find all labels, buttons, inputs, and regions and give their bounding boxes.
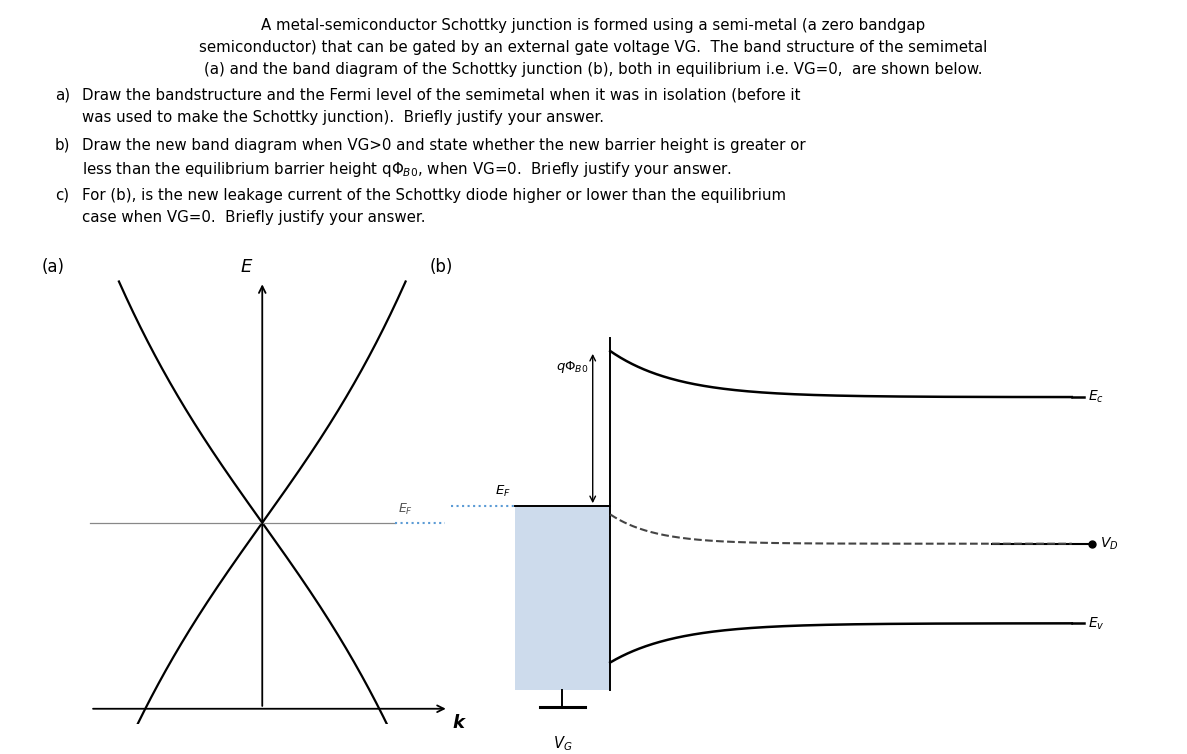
Text: case when VG=0.  Briefly justify your answer.: case when VG=0. Briefly justify your ans… (82, 210, 425, 225)
Text: a): a) (55, 88, 70, 103)
Text: $V_D$: $V_D$ (1099, 535, 1118, 552)
Bar (515, 506, 610, 691)
Text: (b): (b) (430, 258, 453, 276)
Text: (a): (a) (42, 258, 65, 276)
Text: $q\Phi_{B0}$: $q\Phi_{B0}$ (557, 360, 589, 375)
Text: $E_F$: $E_F$ (399, 501, 413, 516)
Text: was used to make the Schottky junction).  Briefly justify your answer.: was used to make the Schottky junction).… (82, 110, 604, 125)
Text: $E_v$: $E_v$ (1087, 615, 1104, 632)
Text: A metal-semiconductor Schottky junction is formed using a semi-metal (a zero ban: A metal-semiconductor Schottky junction … (261, 18, 925, 33)
Text: $E_c$: $E_c$ (1087, 389, 1104, 406)
Text: $V_G$: $V_G$ (553, 734, 572, 752)
Text: $E_F$: $E_F$ (495, 484, 510, 499)
Text: c): c) (55, 188, 69, 203)
Text: k: k (452, 714, 464, 732)
Text: (a) and the band diagram of the Schottky junction (b), both in equilibrium i.e. : (a) and the band diagram of the Schottky… (204, 62, 983, 77)
Text: Draw the new band diagram when VG>0 and state whether the new barrier height is : Draw the new band diagram when VG>0 and … (82, 138, 806, 153)
Text: semiconductor) that can be gated by an external gate voltage VG.  The band struc: semiconductor) that can be gated by an e… (198, 40, 988, 55)
Text: Draw the bandstructure and the Fermi level of the semimetal when it was in isola: Draw the bandstructure and the Fermi lev… (82, 88, 800, 103)
Text: For (b), is the new leakage current of the Schottky diode higher or lower than t: For (b), is the new leakage current of t… (82, 188, 786, 203)
Text: b): b) (55, 138, 70, 153)
Text: E: E (240, 259, 252, 277)
Text: less than the equilibrium barrier height q$\Phi_{B0}$, when VG=0.  Briefly justi: less than the equilibrium barrier height… (82, 160, 731, 179)
